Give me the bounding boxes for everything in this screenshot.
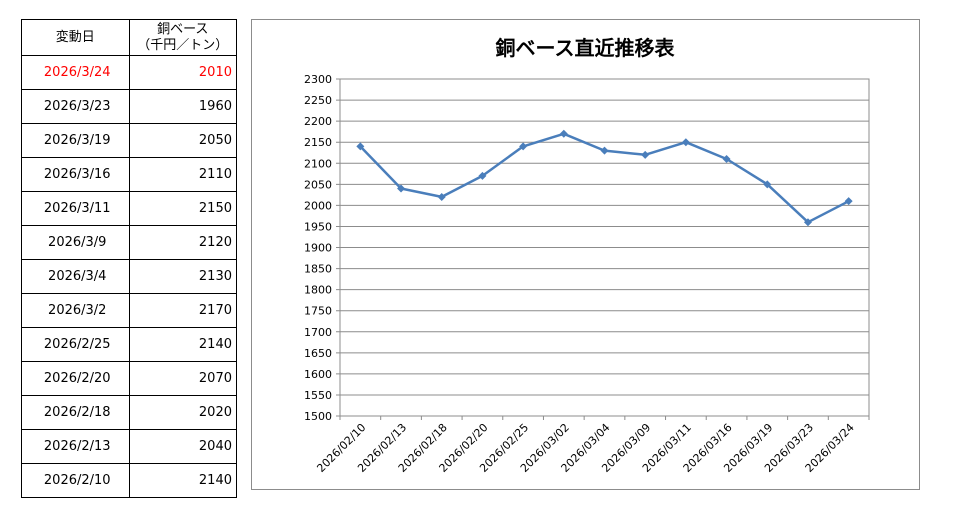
table-row: 2026/3/11 2150 xyxy=(21,191,237,226)
table-row: 2026/3/19 2050 xyxy=(21,123,237,158)
row-price: 2140 xyxy=(128,327,237,362)
row-price: 2120 xyxy=(128,225,237,260)
y-tick-label: 2200 xyxy=(304,115,332,128)
row-price: 2040 xyxy=(128,429,237,464)
y-tick-label: 1900 xyxy=(304,242,332,255)
data-point xyxy=(844,197,853,206)
row-date: 2026/3/19 xyxy=(21,123,130,158)
table-row: 2026/2/25 2140 xyxy=(21,327,237,362)
plot-area xyxy=(339,78,870,417)
row-date: 2026/3/23 xyxy=(21,89,130,124)
row-price: 2140 xyxy=(128,463,237,498)
row-date: 2026/3/2 xyxy=(21,293,130,328)
table-row: 2026/3/9 2120 xyxy=(21,225,237,260)
y-tick-label: 1600 xyxy=(304,368,332,381)
y-tick-label: 1700 xyxy=(304,326,332,339)
price-table: 変動日 銅ベース （千円／トン） 2026/3/24 2010 2026/3/23 1… xyxy=(21,19,237,498)
row-price: 2020 xyxy=(128,395,237,430)
price-header-line1: 銅ベース xyxy=(157,21,209,37)
y-tick-label: 1650 xyxy=(304,347,332,360)
row-price: 2130 xyxy=(128,259,237,294)
y-tick-label: 2250 xyxy=(304,94,332,107)
data-point xyxy=(803,218,812,227)
table-row: 2026/2/10 2140 xyxy=(21,463,237,498)
y-tick-label: 1550 xyxy=(304,389,332,402)
data-point xyxy=(681,138,690,147)
data-point xyxy=(478,171,487,180)
data-point xyxy=(559,129,568,138)
table-row: 2026/3/23 1960 xyxy=(21,89,237,124)
row-date: 2026/2/25 xyxy=(21,327,130,362)
table-row: 2026/2/20 2070 xyxy=(21,361,237,396)
y-tick-label: 1950 xyxy=(304,220,332,233)
axis-layer: 1500 1550 1600 1650 1700 1750 1800 1850 1900 1950… xyxy=(304,73,870,475)
table-row: 2026/3/2 2170 xyxy=(21,293,237,328)
y-tick-label: 2100 xyxy=(304,157,332,170)
row-price: 2150 xyxy=(128,191,237,226)
chart-frame xyxy=(251,19,920,490)
data-point xyxy=(519,142,528,151)
row-price: 2170 xyxy=(128,293,237,328)
data-point xyxy=(356,142,365,151)
row-price: 2050 xyxy=(128,123,237,158)
series-layer xyxy=(356,129,853,227)
data-point xyxy=(600,146,609,155)
y-tick-label: 1850 xyxy=(304,263,332,276)
table-row: 2026/2/13 2040 xyxy=(21,429,237,464)
row-date: 2026/3/9 xyxy=(21,225,130,260)
row-date: 2026/2/13 xyxy=(21,429,130,464)
row-date: 2026/3/16 xyxy=(21,157,130,192)
y-tick-label: 1800 xyxy=(304,284,332,297)
chart-title: 銅ベース直近推移表 xyxy=(496,36,676,60)
table-header-row: 変動日 銅ベース （千円／トン） xyxy=(21,19,237,56)
row-price: 2010 xyxy=(128,55,237,90)
row-date: 2026/2/18 xyxy=(21,395,130,430)
y-tick-label: 1500 xyxy=(304,410,332,423)
date-column-header: 変動日 xyxy=(21,19,130,56)
row-date: 2026/2/20 xyxy=(21,361,130,396)
y-tick-label: 2300 xyxy=(304,73,332,86)
data-point xyxy=(397,184,406,193)
y-tick-label: 2000 xyxy=(304,199,332,212)
data-point xyxy=(437,192,446,201)
data-point xyxy=(641,150,650,159)
table-row: 2026/2/18 2020 xyxy=(21,395,237,430)
row-date: 2026/3/24 xyxy=(21,55,130,90)
row-price: 2070 xyxy=(128,361,237,396)
data-point xyxy=(763,180,772,189)
table-row: 2026/3/4 2130 xyxy=(21,259,237,294)
row-price: 1960 xyxy=(128,89,237,124)
grid-layer xyxy=(336,78,870,417)
price-column-header: 銅ベース （千円／トン） xyxy=(128,19,237,56)
y-tick-label: 2050 xyxy=(304,178,332,191)
row-date: 2026/3/11 xyxy=(21,191,130,226)
row-price: 2110 xyxy=(128,157,237,192)
y-tick-label: 2150 xyxy=(304,136,332,149)
table-row: 2026/3/24 2010 xyxy=(21,55,237,90)
y-tick-label: 1750 xyxy=(304,305,332,318)
row-date: 2026/3/4 xyxy=(21,259,130,294)
data-point xyxy=(722,155,731,164)
table-row: 2026/3/16 2110 xyxy=(21,157,237,192)
row-date: 2026/2/10 xyxy=(21,463,130,498)
price-header-line2: （千円／トン） xyxy=(137,37,229,53)
price-trend-chart: 銅ベース直近推移表 1500 1550 1600 1650 1700 1750 1800 18… xyxy=(304,36,870,475)
